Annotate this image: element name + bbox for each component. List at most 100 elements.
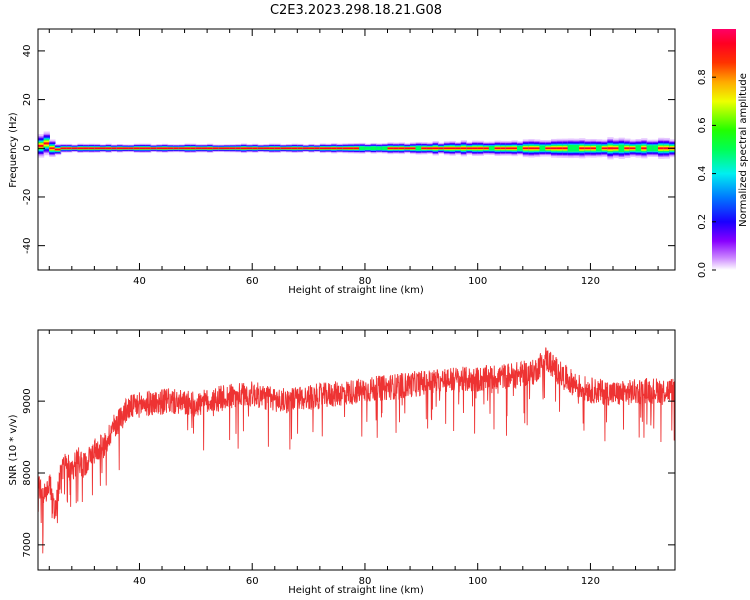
spectrogram-cell	[235, 147, 242, 150]
spectrogram-cell	[88, 147, 95, 150]
spectrogram-cell	[94, 147, 101, 150]
spectrogram-cell	[252, 147, 259, 150]
spectrogram-cell	[128, 147, 135, 150]
spectrogram-cell	[381, 146, 389, 151]
snr-x-tick-label: 60	[246, 576, 259, 587]
spectrogram-cell	[83, 147, 90, 150]
spectrogram-cell	[556, 147, 563, 150]
spectrogram-cell	[43, 142, 50, 145]
spectrogram-cell	[224, 147, 231, 150]
spectrogram-cell	[240, 147, 248, 150]
spectrogram-cell	[466, 147, 473, 150]
spectrogram-cell	[432, 147, 439, 150]
spectrogram-cell	[477, 147, 484, 150]
spectrogram-cell	[348, 147, 355, 150]
spectrogram-cell	[415, 146, 422, 151]
spectrogram-cell	[38, 144, 45, 147]
spectrogram-x-tick-label: 100	[468, 276, 487, 287]
spectrogram-cell	[286, 147, 293, 150]
spectrogram-cell	[336, 147, 344, 150]
colorbar-label: Normalized spectral amplitude	[738, 73, 749, 227]
snr-x-tick-label: 40	[133, 576, 146, 587]
spectrogram-cell	[601, 147, 608, 150]
spectrogram-cell	[325, 147, 332, 150]
spectrogram-cell	[122, 147, 129, 150]
spectrogram-cell	[641, 147, 648, 150]
spectrogram-cell	[133, 147, 141, 150]
spectrogram-cell	[331, 147, 338, 150]
snr-line	[38, 347, 675, 554]
spectrogram-cell	[319, 147, 327, 150]
spectrogram-x-tick-label: 120	[581, 276, 600, 287]
spectrogram-image	[38, 131, 675, 160]
spectrogram-y-tick-label: -40	[22, 237, 33, 253]
spectrogram-cell	[291, 147, 298, 150]
spectrogram-cell	[528, 147, 535, 150]
spectrogram-panel: 40 60 80 100 120 -40 -20 0 20 40 Height of straig…	[8, 28, 676, 296]
spectrogram-cell	[178, 147, 186, 150]
spectrogram-y-tick-label: 0	[22, 145, 33, 151]
spectrogram-cell	[218, 147, 225, 150]
spectrogram-frame	[37, 28, 676, 271]
spectrogram-cell	[635, 145, 642, 152]
spectrogram-cell	[472, 147, 479, 150]
spectrogram-cell	[404, 147, 411, 150]
spectrogram-cell	[190, 147, 197, 150]
snr-y-tick-label: 8000	[22, 460, 33, 485]
spectrogram-cell	[308, 147, 315, 150]
snr-x-tick-label: 120	[581, 576, 600, 587]
spectrogram-cell	[534, 147, 541, 150]
spectrogram-cell	[111, 147, 118, 150]
snr-x-tick-label: 80	[359, 576, 372, 587]
spectrogram-cell	[612, 147, 620, 150]
spectrogram-cell	[393, 147, 400, 150]
spectrogram-cell	[54, 148, 62, 151]
spectrogram-cell	[646, 145, 654, 152]
spectrogram-y-tick-label: 40	[22, 45, 33, 58]
spectrogram-cell	[387, 147, 394, 150]
spectrogram-cell	[398, 147, 406, 150]
snr-x-tick-label: 100	[468, 576, 487, 587]
spectrogram-cell	[297, 147, 304, 150]
spectrogram-cell	[460, 147, 468, 150]
spectrogram-cell	[359, 146, 366, 151]
spectrogram-cell	[449, 147, 456, 150]
snr-frame	[37, 329, 676, 571]
spectrogram-cell	[212, 147, 219, 150]
spectrogram-x-tick-label: 60	[246, 276, 259, 287]
colorbar-gradient	[712, 29, 736, 270]
spectrogram-cell	[607, 147, 614, 150]
spectrogram-cell	[567, 144, 575, 152]
spectrogram-cell	[410, 147, 417, 150]
spectrogram-cell	[302, 147, 310, 150]
spectrogram-cell	[49, 147, 56, 150]
spectrogram-cell	[342, 147, 349, 150]
spectrogram-cell	[246, 147, 253, 150]
spectrogram-cell	[488, 146, 496, 151]
colorbar-tick-label: 0.4	[697, 166, 708, 182]
spectrogram-cell	[145, 147, 152, 150]
spectrogram-cell	[545, 147, 552, 150]
spectrogram-cell	[274, 147, 281, 150]
spectrogram-cell	[426, 147, 434, 150]
snr-xlabel: Height of straight line (km)	[288, 585, 424, 596]
spectrogram-cell	[584, 147, 592, 150]
spectrogram-cell	[494, 147, 501, 150]
snr-panel: 40 60 80 100 120 7000 8000 9000 Height of strai…	[8, 329, 676, 596]
colorbar-tick-label: 0.8	[697, 69, 708, 85]
spectrogram-cell	[263, 147, 270, 150]
spectrogram-cell	[229, 147, 236, 150]
spectrogram-cell	[663, 147, 670, 150]
spectrogram-cell	[364, 146, 372, 150]
spectrogram-cell	[443, 147, 451, 150]
spectrogram-cell	[511, 147, 518, 150]
spectrogram-cell	[173, 147, 180, 150]
spectrogram-cell	[257, 147, 265, 150]
spectrogram-cell	[66, 147, 73, 150]
spectrogram-cell	[105, 147, 112, 150]
spectrogram-cell	[522, 147, 530, 150]
spectrogram-cell	[207, 147, 214, 150]
spectrogram-cell	[71, 147, 79, 150]
spectrogram-cell	[618, 144, 625, 152]
